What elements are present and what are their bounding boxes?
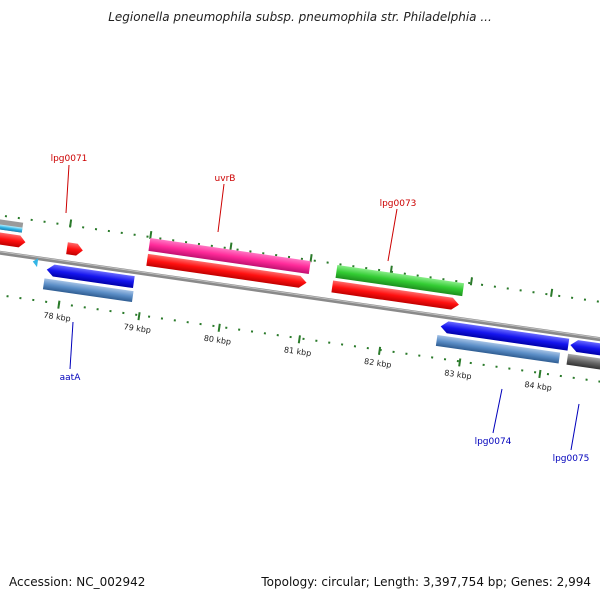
genome-backbone-highlight — [0, 246, 600, 350]
kbp-label: 81 kbp — [283, 345, 312, 358]
gene-label-uvrB[interactable]: uvrB — [215, 174, 236, 184]
kbp-label: 83 kbp — [444, 368, 473, 381]
leader-line-lpg0075 — [570, 403, 580, 451]
major-tick — [217, 323, 221, 332]
genome-backbone — [0, 245, 600, 353]
kbp-label: 82 kbp — [364, 357, 393, 370]
gene-label-lpg0075[interactable]: lpg0075 — [553, 454, 590, 464]
gene-product-lpg0075[interactable] — [569, 339, 600, 367]
major-tick — [550, 288, 554, 297]
major-tick — [377, 346, 382, 355]
gene-aatA[interactable] — [42, 278, 134, 303]
major-tick — [229, 242, 233, 251]
page-title: Legionella pneumophila subsp. pneumophil… — [108, 10, 492, 24]
major-tick — [137, 312, 141, 321]
gene-lpg0074[interactable] — [435, 334, 561, 364]
kbp-label: 79 kbp — [123, 322, 152, 335]
leader-line-lpg0074 — [492, 388, 503, 434]
gene-lpg0073[interactable] — [331, 280, 459, 311]
gene-lpg0075[interactable] — [566, 353, 600, 381]
leader-line-uvrB — [217, 183, 225, 233]
major-tick — [297, 335, 301, 344]
major-tick — [309, 254, 313, 263]
gene-label-aatA[interactable]: aatA — [60, 373, 82, 383]
major-tick — [389, 265, 393, 274]
gene-product-uvrB[interactable] — [148, 238, 311, 274]
gene-label-lpg0071[interactable]: lpg0071 — [51, 154, 88, 164]
gene-product-lpg0074[interactable] — [440, 320, 570, 351]
major-tick — [69, 219, 73, 228]
major-tick — [149, 230, 153, 240]
gene-lpg0071[interactable] — [66, 242, 84, 256]
gene-product-lpg0073[interactable] — [335, 264, 465, 297]
topology-text: Topology: circular; Length: 3,397,754 bp… — [261, 575, 591, 589]
gene-label-lpg0073[interactable]: lpg0073 — [380, 199, 417, 209]
leader-line-aatA — [69, 321, 74, 370]
gene-cyan-marker[interactable] — [32, 258, 39, 268]
gene-left-red[interactable] — [0, 227, 26, 248]
leader-line-lpg0073 — [387, 208, 398, 262]
major-tick — [458, 358, 462, 367]
major-tick — [57, 300, 61, 309]
leader-line-lpg0071 — [65, 164, 70, 214]
kbp-label: 80 kbp — [203, 334, 232, 347]
gene-uvrB[interactable] — [146, 253, 307, 289]
gene-product-left-cyan[interactable] — [0, 219, 23, 233]
gene-label-lpg0074[interactable]: lpg0074 — [475, 437, 512, 447]
accession-text: Accession: NC_002942 — [9, 575, 146, 589]
kbp-label: 78 kbp — [43, 311, 72, 324]
gene-product-aatA[interactable] — [46, 264, 135, 289]
major-tick — [538, 369, 542, 379]
major-tick — [469, 277, 473, 286]
kbp-label: 84 kbp — [524, 380, 553, 393]
